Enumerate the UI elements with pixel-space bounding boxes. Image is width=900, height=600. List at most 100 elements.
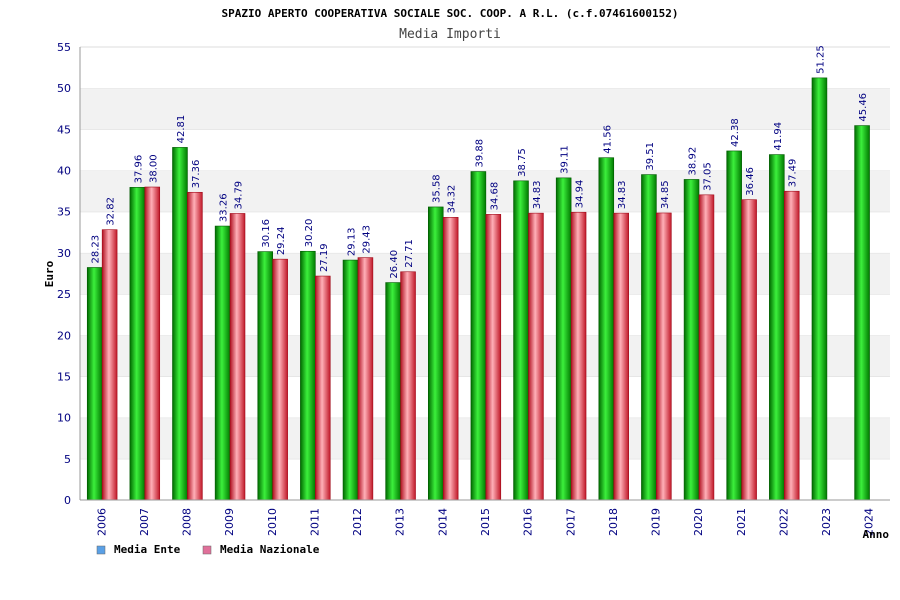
legend-swatch-media-ente (96, 545, 106, 555)
bar-media-nazionale-2013 (400, 271, 416, 501)
bar-media-ente-2023 (811, 77, 828, 501)
x-axis-ticks: 2006 2007 2008 2009 2010 2011 2012 2013 2014 2015… (95, 508, 875, 536)
bar-labels: 28.23 32.82 37.96 38.00 42.81 37.36 33.26 34.79… (91, 45, 869, 278)
x-tick-label: 2009 (223, 508, 236, 536)
bar-media-ente-2010 (257, 251, 273, 501)
bar-media-nazionale-2007 (144, 186, 161, 501)
data-label: 34.94 (575, 180, 586, 209)
data-label: 37.05 (702, 162, 713, 191)
bar-media-nazionale-2017 (570, 211, 587, 501)
y-axis-ticks: 0 5 10 15 20 25 30 35 40 45 50 55 (57, 41, 71, 507)
data-label: 41.94 (773, 122, 784, 151)
x-tick-label: 2011 (308, 508, 321, 536)
x-tick-label: 2019 (650, 508, 663, 536)
bars (86, 77, 870, 501)
x-tick-label: 2014 (436, 508, 449, 536)
x-tick-label: 2018 (607, 508, 620, 536)
data-label: 29.24 (276, 227, 287, 256)
bar-media-nazionale-2006 (101, 229, 118, 501)
bar-media-nazionale-2008 (187, 191, 203, 501)
y-tick-label: 25 (57, 288, 71, 301)
x-tick-label: 2010 (266, 508, 279, 536)
data-label: 37.36 (191, 160, 202, 189)
bar-media-nazionale-2021 (741, 199, 757, 501)
y-tick-label: 55 (57, 41, 71, 54)
legend-swatch-media-nazionale (202, 545, 212, 555)
y-axis-label: Euro (43, 260, 56, 287)
data-label: 42.81 (176, 115, 187, 144)
y-tick-label: 50 (57, 82, 71, 95)
y-tick-label: 15 (57, 370, 71, 383)
x-tick-label: 2013 (394, 508, 407, 536)
bar-media-ente-2008 (172, 147, 188, 501)
y-tick-label: 20 (57, 329, 71, 342)
x-tick-label: 2012 (351, 508, 364, 536)
bar-media-ente-2022 (769, 154, 785, 501)
legend-label-media-nazionale: Media Nazionale (220, 543, 320, 556)
data-label: 51.25 (815, 45, 826, 74)
bar-media-ente-2020 (683, 179, 700, 501)
data-label: 42.38 (730, 118, 741, 147)
x-tick-label: 2021 (735, 508, 748, 536)
x-tick-label: 2015 (479, 508, 492, 536)
legend-label-media-ente: Media Ente (114, 543, 181, 556)
bar-media-ente-2017 (555, 177, 572, 501)
bar-media-ente-2011 (300, 250, 316, 501)
data-label: 34.83 (617, 180, 628, 209)
legend: Media Ente Media Nazionale (96, 543, 320, 556)
data-label: 34.68 (489, 182, 500, 211)
bar-media-nazionale-2018 (613, 212, 629, 501)
bar-media-nazionale-2009 (229, 213, 246, 501)
bar-media-nazionale-2015 (485, 214, 502, 501)
bar-media-ente-2018 (598, 157, 615, 501)
data-label: 38.75 (517, 148, 528, 177)
x-tick-label: 2020 (692, 508, 705, 536)
data-label: 45.46 (858, 93, 869, 122)
y-tick-label: 40 (57, 165, 71, 178)
data-label: 39.51 (645, 142, 656, 171)
bar-media-nazionale-2016 (528, 212, 544, 501)
data-label: 35.58 (432, 174, 443, 203)
data-label: 37.96 (133, 155, 144, 184)
data-label: 29.13 (346, 227, 357, 256)
bar-media-ente-2015 (470, 171, 487, 501)
data-label: 38.00 (148, 154, 159, 183)
x-tick-label: 2016 (522, 508, 535, 536)
data-label: 29.43 (361, 225, 372, 254)
data-label: 26.40 (389, 250, 400, 279)
data-label: 34.32 (447, 185, 458, 214)
x-tick-label: 2006 (95, 508, 108, 536)
grid-band (80, 47, 890, 89)
bar-media-nazionale-2010 (272, 258, 288, 501)
data-label: 34.85 (660, 180, 671, 209)
data-label: 33.26 (219, 193, 230, 222)
x-axis-label: Anno (863, 528, 890, 541)
x-tick-label: 2017 (564, 508, 577, 536)
bar-media-ente-2007 (129, 187, 146, 501)
bar-media-ente-2024 (854, 125, 870, 501)
bar-media-ente-2009 (214, 225, 231, 501)
bar-media-ente-2019 (641, 174, 657, 501)
data-label: 32.82 (106, 197, 117, 226)
y-tick-label: 5 (64, 453, 71, 466)
grid-band (80, 88, 890, 130)
data-label: 30.20 (304, 219, 315, 248)
chart-subtitle: Media Importi (399, 27, 501, 42)
x-tick-label: 2007 (138, 508, 151, 536)
data-label: 27.71 (404, 239, 415, 268)
data-label: 30.16 (261, 219, 272, 248)
y-tick-label: 0 (64, 494, 71, 507)
y-tick-label: 45 (57, 123, 71, 136)
bar-media-ente-2016 (513, 180, 529, 501)
data-label: 36.46 (745, 167, 756, 196)
y-tick-label: 35 (57, 206, 71, 219)
bar-media-nazionale-2014 (442, 217, 459, 501)
bar-media-nazionale-2011 (315, 275, 331, 501)
bar-media-ente-2014 (427, 206, 444, 501)
grid-band (80, 129, 890, 171)
bar-media-nazionale-2019 (656, 212, 672, 501)
data-label: 34.79 (234, 181, 245, 210)
data-label: 38.92 (688, 147, 699, 176)
x-tick-label: 2023 (820, 508, 833, 536)
